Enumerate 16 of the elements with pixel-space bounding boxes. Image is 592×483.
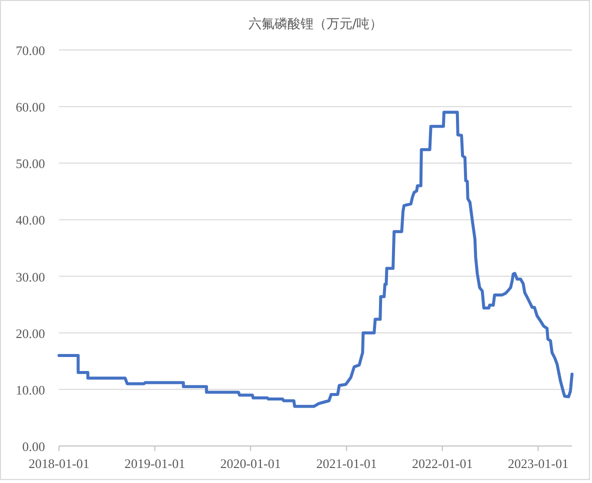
x-tick-label: 2021-01-01 xyxy=(316,456,377,471)
x-tick-label: 2018-01-01 xyxy=(28,456,90,471)
y-tick-label: 40.00 xyxy=(16,212,45,228)
y-tick-label: 0.00 xyxy=(22,439,45,454)
y-tick-label: 20.00 xyxy=(16,326,45,341)
line-series xyxy=(58,110,574,408)
y-tick-label: 60.00 xyxy=(16,100,45,115)
y-tick-label: 30.00 xyxy=(16,269,45,284)
x-tick-label: 2020-01-01 xyxy=(220,456,281,471)
x-tick-label: 2022-01-01 xyxy=(412,456,473,471)
x-tick-label: 2019-01-01 xyxy=(124,456,186,471)
y-tick-label: 10.00 xyxy=(16,382,45,398)
x-tick-label: 2023-01-01 xyxy=(508,456,568,471)
y-tick-label: 70.00 xyxy=(16,43,45,58)
chart-title: 六氟磷酸锂（万元/吨） xyxy=(248,17,383,32)
y-tick-label: 50.00 xyxy=(16,156,45,172)
